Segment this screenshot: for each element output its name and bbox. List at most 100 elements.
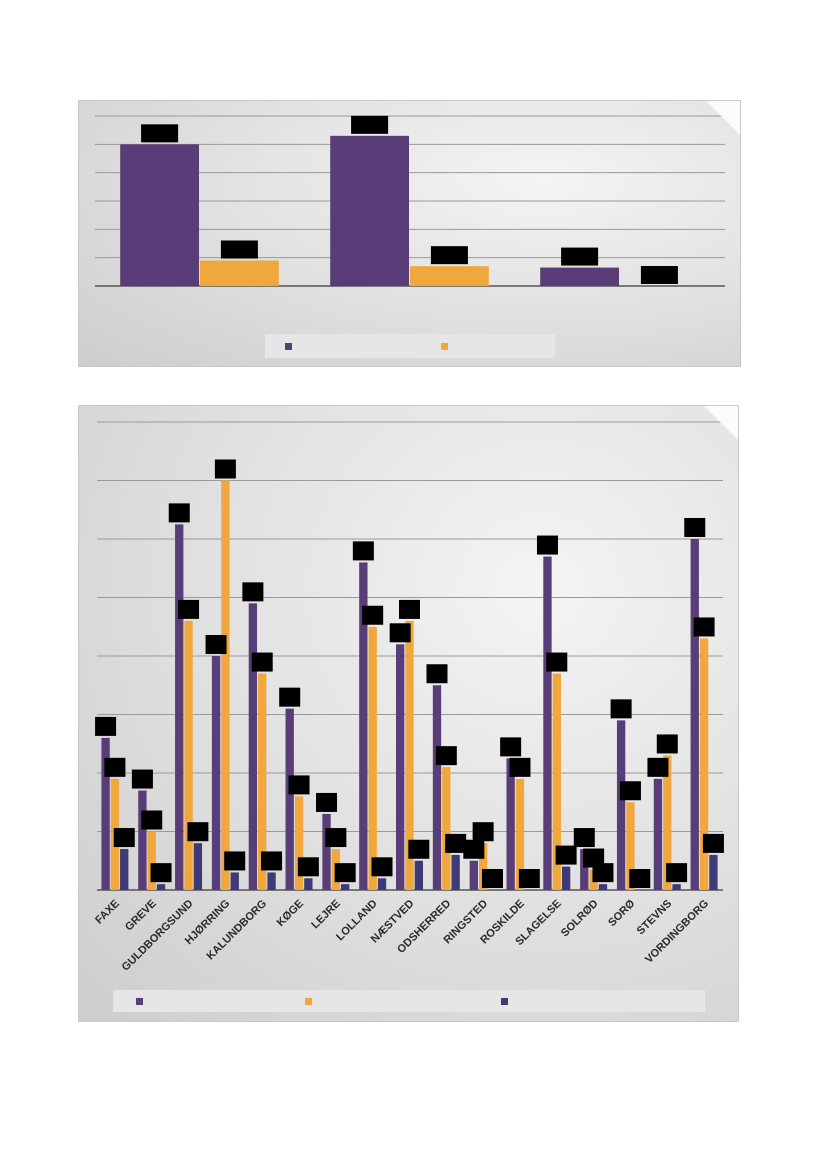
bar-series-1-9 — [432, 685, 442, 890]
data-label-series-2-4 — [251, 652, 273, 672]
data-label-series-1-8 — [389, 623, 411, 643]
bar-series-1-0 — [120, 144, 199, 286]
bar-series-1-13 — [580, 849, 589, 890]
page-curl-decoration — [706, 101, 740, 135]
data-label-series-1-1 — [131, 769, 153, 789]
bar-series-2-16 — [699, 638, 709, 890]
bar-series-1-7 — [359, 562, 368, 890]
bar-series-1-0 — [101, 737, 110, 890]
data-label-series-1-9 — [426, 664, 448, 684]
legend-swatch-series-1 — [136, 998, 143, 1005]
bar-series-3-13 — [598, 884, 608, 890]
data-label-series-1-15 — [647, 757, 669, 777]
data-label-series-1-7 — [352, 541, 374, 561]
bar-series-3-2 — [193, 843, 203, 890]
data-label-series-2-3 — [214, 459, 236, 479]
data-label-series-3-5 — [297, 857, 319, 877]
data-label-series-2-0 — [104, 757, 126, 777]
data-label-series-3-0 — [113, 828, 135, 848]
data-label-series-1-10 — [463, 839, 485, 859]
category-label: SORØ — [606, 897, 638, 929]
data-label-series-1-0 — [95, 716, 117, 736]
category-label: GULDBORGSUND — [120, 898, 196, 974]
bar-series-3-6 — [341, 884, 350, 890]
category-label: FAXE — [93, 898, 122, 927]
bar-series-2-10 — [478, 843, 488, 890]
bar-series-3-8 — [414, 860, 423, 890]
data-label-series-3-8 — [408, 839, 430, 859]
bar-chart-top — [95, 115, 725, 287]
category-label: LEJRE — [309, 898, 343, 932]
bar-series-3-16 — [709, 854, 718, 890]
legend-bottom — [113, 990, 705, 1012]
bar-series-1-15 — [653, 778, 663, 890]
data-label-series-2-7 — [362, 605, 384, 625]
category-label: VORDINGBORG — [643, 898, 711, 966]
data-label-series-1-3 — [205, 635, 227, 654]
bar-series-2-0 — [200, 260, 279, 286]
bar-series-3-3 — [230, 872, 239, 890]
data-label-series-2-6 — [325, 828, 347, 848]
data-label-series-1-2 — [561, 247, 599, 266]
bar-series-2-3 — [221, 480, 230, 890]
legend-swatch-series-3 — [501, 998, 508, 1005]
data-label-series-2-1 — [141, 810, 163, 830]
category-label: SOLRØD — [559, 898, 601, 940]
bar-series-1-12 — [543, 556, 552, 890]
data-label-series-3-4 — [261, 851, 283, 871]
data-label-series-2-16 — [693, 617, 715, 637]
page-curl-decoration — [704, 406, 738, 440]
data-label-series-1-0 — [141, 124, 179, 143]
data-label-series-2-12 — [546, 652, 568, 672]
data-label-series-3-12 — [555, 845, 577, 865]
data-label-series-1-14 — [610, 699, 632, 719]
bar-series-1-2 — [540, 267, 619, 286]
data-label-series-1-11 — [500, 737, 522, 757]
bar-series-3-1 — [156, 884, 166, 890]
data-label-series-2-8 — [399, 599, 420, 619]
bar-series-2-15 — [663, 755, 672, 890]
chart-panel-top — [78, 100, 741, 367]
bar-series-2-5 — [294, 796, 304, 890]
bar-series-2-12 — [552, 673, 561, 890]
category-label: KØGE — [275, 898, 306, 929]
data-label-series-3-9 — [445, 833, 467, 853]
data-label-series-3-11 — [518, 869, 540, 888]
data-label-series-1-6 — [316, 792, 338, 812]
bar-series-1-6 — [322, 813, 331, 890]
data-label-series-2-15 — [656, 734, 678, 754]
bar-series-1-10 — [469, 860, 478, 890]
data-label-series-2-14 — [619, 781, 641, 801]
data-label-series-3-16 — [702, 833, 724, 853]
bar-series-1-8 — [396, 644, 405, 890]
data-label-series-1-5 — [279, 687, 301, 707]
data-label-series-2-5 — [288, 775, 310, 795]
data-label-series-2-9 — [435, 746, 457, 766]
bar-series-3-0 — [120, 849, 129, 890]
legend-top — [265, 334, 555, 358]
legend-swatch-series-1 — [285, 343, 292, 350]
bar-series-1-14 — [616, 720, 626, 890]
data-label-series-1-1 — [351, 115, 389, 134]
data-label-series-3-7 — [371, 857, 393, 877]
bar-series-2-2 — [184, 620, 193, 890]
bar-series-1-11 — [506, 758, 515, 890]
legend-swatch-series-2 — [305, 998, 312, 1005]
data-label-series-3-14 — [629, 869, 651, 888]
legend-swatch-series-2 — [441, 343, 448, 350]
data-label-series-3-6 — [334, 863, 356, 883]
data-label-series-1-2 — [168, 503, 190, 523]
bar-series-2-14 — [626, 802, 635, 890]
chart-panel-bottom: FAXE GREVE GULDBORGSUND HJØRRING KALUNDBORG K… — [78, 405, 739, 1022]
bar-series-2-9 — [442, 767, 451, 890]
data-label-series-2-2 — [640, 266, 678, 284]
data-label-series-2-10 — [472, 822, 494, 842]
data-label-series-2-2 — [178, 599, 200, 619]
data-label-series-2-13 — [583, 848, 605, 868]
bar-series-1-1 — [330, 135, 409, 286]
bar-series-3-5 — [304, 878, 313, 890]
bar-series-1-4 — [248, 603, 258, 890]
data-label-series-3-13 — [592, 863, 614, 883]
data-label-series-3-2 — [187, 822, 209, 842]
